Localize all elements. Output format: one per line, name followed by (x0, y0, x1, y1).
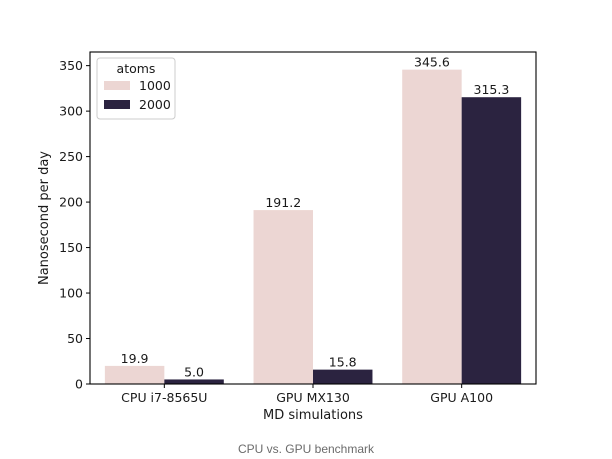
data-label-2000-1: 15.8 (329, 355, 357, 370)
y-tick-label: 100 (59, 286, 83, 301)
legend-swatch-1000 (104, 81, 130, 90)
data-label-2000-0: 5.0 (184, 364, 204, 379)
bar-1000-2 (402, 69, 462, 384)
data-label-2000-2: 315.3 (474, 82, 510, 97)
x-tick-label: CPU i7-8565U (121, 390, 207, 405)
bar-2000-1 (313, 369, 373, 384)
figure-caption: CPU vs. GPU benchmark (237, 442, 375, 456)
y-tick-label: 250 (59, 149, 83, 164)
data-label-1000-2: 345.6 (414, 55, 450, 70)
y-tick-label: 350 (59, 58, 83, 73)
bar-2000-2 (461, 97, 522, 384)
x-axis-label: MD simulations (263, 408, 363, 423)
benchmark-bar-chart: 19.9 5.0 191.2 15.8 345.6 315.3 0 50 100 150 200 2… (37, 51, 537, 423)
data-label-1000-0: 19.9 (121, 351, 149, 366)
legend-label-2000: 2000 (139, 97, 171, 112)
y-tick-label: 50 (67, 331, 83, 346)
y-tick-label: 300 (59, 104, 83, 119)
y-tick-label: 200 (59, 195, 83, 210)
x-tick-label: GPU MX130 (276, 390, 350, 405)
bar-1000-0 (104, 365, 165, 384)
legend-title: atoms (117, 61, 156, 76)
y-axis-label: Nanosecond per day (37, 151, 52, 285)
data-labels-group: 19.9 5.0 191.2 15.8 345.6 315.3 (121, 55, 510, 380)
x-tick-label: GPU A100 (430, 390, 493, 405)
legend-label-1000: 1000 (139, 78, 171, 93)
y-tick-label: 0 (75, 377, 83, 392)
legend: atoms 1000 2000 (96, 57, 176, 120)
data-label-1000-1: 191.2 (265, 195, 301, 210)
y-axis: 0 50 100 150 200 250 300 350 (59, 58, 90, 392)
bar-1000-1 (253, 210, 313, 384)
x-axis: CPU i7-8565U GPU MX130 GPU A100 (121, 384, 493, 405)
bars-group (104, 69, 522, 384)
y-tick-label: 150 (59, 240, 83, 255)
bar-2000-0 (164, 379, 224, 384)
legend-swatch-2000 (104, 100, 130, 109)
